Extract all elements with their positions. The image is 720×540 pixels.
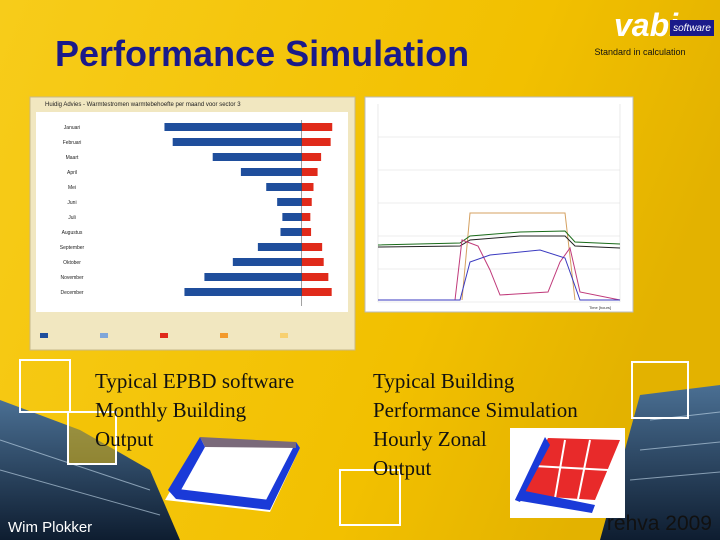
bar	[301, 138, 331, 146]
slide-title: Performance Simulation	[55, 33, 469, 74]
bar	[280, 228, 302, 236]
hourly-chart-curves	[377, 212, 621, 301]
bar	[232, 258, 302, 266]
month-label: Februari	[63, 140, 82, 146]
month-label: April	[67, 170, 77, 176]
caption: Typical EPBD software Monthly Building Out…	[95, 369, 294, 451]
author: Wim Plokker	[8, 519, 92, 536]
hourly-chart-grid	[377, 104, 621, 303]
building-model-left	[165, 437, 300, 512]
bar	[184, 288, 302, 296]
bar	[266, 183, 302, 191]
caption-line: Performance Simulation	[373, 398, 578, 422]
bar	[301, 258, 324, 266]
month-label: September	[60, 245, 85, 251]
event: rehva 2009	[607, 512, 712, 535]
month-label: December	[60, 290, 83, 296]
month-label: Mei	[68, 185, 76, 191]
month-label: Juli	[68, 215, 76, 221]
caption: Typical Building Performance Simulation Ho…	[373, 369, 578, 480]
month-label: Juni	[67, 200, 76, 206]
logo: vabi	[614, 7, 679, 43]
bar	[301, 273, 329, 281]
bar	[172, 138, 302, 146]
month-label: Oktober	[63, 260, 81, 266]
bar	[164, 123, 302, 131]
legend-swatches	[40, 333, 288, 338]
bar	[301, 198, 312, 206]
bar	[277, 198, 302, 206]
tagline: Standard in calculation	[594, 47, 685, 57]
month-label: Augustus	[62, 230, 83, 236]
logo-sub: software	[673, 23, 711, 34]
caption-line: Hourly Zonal	[373, 427, 487, 451]
caption-line: Output	[373, 456, 432, 480]
bar	[240, 168, 302, 176]
caption-line: Typical Building	[373, 369, 515, 393]
caption-line: Typical EPBD software	[95, 369, 294, 393]
hourly-chart-frame	[364, 96, 634, 313]
bar	[301, 183, 314, 191]
bar	[282, 213, 302, 221]
deco-squares	[19, 359, 689, 526]
bar	[301, 153, 322, 161]
bar	[301, 213, 311, 221]
building-model-right	[510, 428, 625, 518]
bar	[212, 153, 302, 161]
caption-line: Monthly Building	[95, 398, 247, 422]
bar	[301, 123, 333, 131]
bar	[204, 273, 302, 281]
logo-badge	[670, 20, 714, 36]
building-photo	[600, 385, 720, 540]
caption-line: Output	[95, 427, 154, 451]
month-label: Januari	[64, 125, 80, 131]
month-label: Maart	[66, 155, 79, 161]
monthly-chart-title: Huidig Advies - Warmtestromen warmtebeho…	[45, 102, 241, 108]
bar	[257, 243, 302, 251]
bar	[301, 228, 312, 236]
hourly-chart-x-label: Time [hours]	[589, 305, 611, 310]
bar	[301, 243, 323, 251]
bar	[301, 288, 332, 296]
bar	[301, 168, 318, 176]
month-label: November	[60, 275, 83, 281]
